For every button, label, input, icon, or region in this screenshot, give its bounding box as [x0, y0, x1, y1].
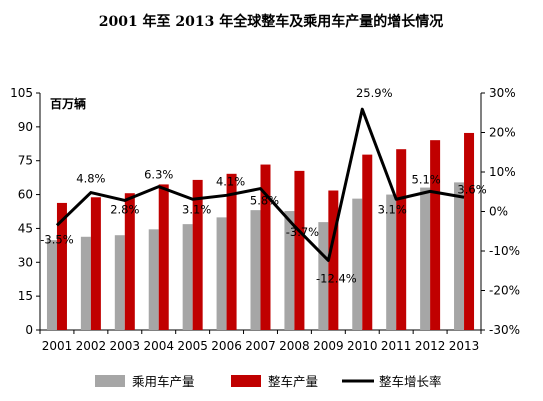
left-tick-label: 75 [18, 154, 33, 168]
growth-rate-data-label: 5.8% [250, 194, 279, 208]
passenger-car-bar [352, 198, 363, 330]
growth-rate-data-label: 3.6% [457, 182, 486, 196]
growth-rate-data-label: 3.1% [378, 202, 407, 216]
x-tick-label: 2005 [177, 339, 208, 353]
x-tick-label: 2011 [381, 339, 412, 353]
vehicle-bar [226, 173, 237, 330]
growth-rate-data-label: -3.7% [286, 225, 319, 239]
growth-rate-data-label: 3.1% [182, 202, 211, 216]
growth-rate-data-label: 25.9% [356, 86, 393, 100]
plot-area: 0 15 30 45 60 75 90 105 -30% -20% -10% 0% 10% 20% 30% 2… [10, 86, 520, 353]
vehicle-bar [158, 184, 169, 330]
x-tick-label: 2009 [313, 339, 344, 353]
vehicle-bar [192, 179, 203, 330]
x-tick-label: 2006 [211, 339, 242, 353]
vehicle-bar [464, 132, 475, 330]
growth-rate-data-label: 4.1% [216, 174, 245, 188]
x-tick-label: 2007 [245, 339, 276, 353]
x-tick-label: 2012 [415, 339, 446, 353]
passenger-car-bar [318, 222, 329, 330]
passenger-car-bar [182, 224, 193, 330]
vehicle-bar [56, 202, 67, 330]
chart-title: 2001 年至 2013 年全球整车及乘用车产量的增长情况 [99, 13, 444, 30]
left-tick-label: 60 [18, 188, 33, 202]
passenger-car-bar [386, 194, 397, 330]
right-tick-label: -30% [489, 323, 520, 337]
growth-rate-data-label: 4.8% [76, 172, 105, 186]
passenger-car-bar [46, 240, 57, 330]
passenger-car-bar [114, 235, 125, 330]
x-tick-label: 2001 [42, 339, 73, 353]
passenger-car-bar [80, 236, 91, 330]
unit-label: 百万辆 [50, 96, 86, 111]
left-tick-label: 105 [10, 86, 33, 100]
legend-label: 整车增长率 [379, 374, 442, 389]
vehicle-bar [396, 149, 407, 330]
passenger-car-bar [250, 210, 261, 330]
passenger-car-bar [148, 229, 159, 330]
x-tick-label: 2002 [76, 339, 107, 353]
growth-rate-data-label: -3.5% [40, 232, 73, 246]
x-tick-label: 2013 [449, 339, 480, 353]
legend-label: 整车产量 [268, 374, 318, 389]
passenger-car-bar [420, 187, 431, 330]
growth-rate-data-label: 5.1% [412, 172, 441, 186]
vehicle-bar [328, 190, 339, 330]
vehicle-bar [294, 170, 305, 330]
x-tick-label: 2004 [143, 339, 174, 353]
growth-rate-data-label: -12.4% [316, 271, 357, 285]
left-tick-label: 45 [18, 221, 33, 235]
legend-swatch [231, 375, 261, 387]
vehicle-bar [430, 140, 441, 330]
growth-rate-data-label: 2.8% [110, 202, 139, 216]
growth-rate-data-label: 6.3% [144, 168, 173, 182]
right-tick-label: -20% [489, 284, 520, 298]
passenger-car-bar [216, 217, 227, 330]
x-tick-label: 2003 [110, 339, 141, 353]
right-tick-label: 30% [489, 86, 516, 100]
left-tick-label: 0 [25, 323, 33, 337]
right-tick-label: 0% [489, 205, 508, 219]
x-tick-label: 2010 [347, 339, 378, 353]
legend-label: 乘用车产量 [132, 374, 195, 389]
vehicle-bar [362, 154, 373, 330]
passenger-car-bar [454, 182, 465, 330]
growth-rate-line [55, 107, 465, 262]
legend: 乘用车产量 整车产量 整车增长率 [95, 374, 442, 389]
vehicle-bar [260, 164, 271, 330]
right-tick-label: 20% [489, 126, 516, 140]
vehicle-bar [124, 193, 135, 330]
passenger-car-bar [284, 211, 295, 330]
right-tick-label: 10% [489, 165, 516, 179]
left-tick-label: 90 [18, 120, 33, 134]
vehicle-bar [90, 197, 101, 330]
x-tick-label: 2008 [279, 339, 310, 353]
legend-swatch [95, 375, 125, 387]
right-tick-label: -10% [489, 244, 520, 258]
left-tick-label: 30 [18, 255, 33, 269]
left-tick-label: 15 [18, 289, 33, 303]
